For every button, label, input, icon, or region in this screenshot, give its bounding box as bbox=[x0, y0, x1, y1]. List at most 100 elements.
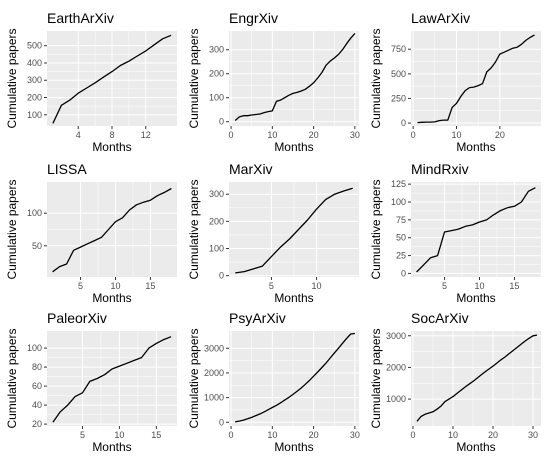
x-tick-label: 10 bbox=[114, 430, 124, 440]
facet-title: EarthArXiv bbox=[47, 10, 114, 26]
y-axis-label: Cumulative papers bbox=[369, 28, 383, 128]
y-tick-label: 100 bbox=[209, 244, 224, 254]
x-tick-label: 10 bbox=[267, 130, 277, 140]
y-tick-label: 200 bbox=[209, 216, 224, 226]
y-axis-label: Cumulative papers bbox=[187, 28, 201, 128]
x-tick-label: 12 bbox=[141, 130, 151, 140]
x-tick-label: 5 bbox=[442, 281, 447, 291]
series-line bbox=[416, 334, 538, 422]
x-axis-label: Months bbox=[92, 291, 131, 305]
facet-title: PaleorXiv bbox=[47, 310, 107, 326]
facet-title: MarXiv bbox=[229, 161, 273, 177]
y-tick-label: 300 bbox=[209, 189, 224, 199]
x-axis-label: Months bbox=[456, 440, 495, 454]
y-tick-label: 100 bbox=[391, 197, 406, 207]
x-tick-label: 15 bbox=[145, 281, 155, 291]
y-axis-label: Cumulative papers bbox=[5, 28, 19, 128]
y-tick-label: 200 bbox=[27, 93, 42, 103]
x-tick-label: 15 bbox=[509, 281, 519, 291]
y-tick-label: 3000 bbox=[386, 331, 406, 341]
y-tick-label: 100 bbox=[27, 208, 42, 218]
y-tick-label: 100 bbox=[27, 343, 42, 353]
series-line bbox=[234, 32, 356, 121]
x-tick-label: 10 bbox=[267, 430, 277, 440]
x-tick-label: 30 bbox=[528, 430, 538, 440]
panel-background bbox=[229, 331, 359, 426]
y-tick-label: 500 bbox=[391, 69, 406, 79]
x-tick-label: 20 bbox=[495, 130, 505, 140]
x-axis-label: Months bbox=[274, 140, 313, 154]
y-tick-label: 0 bbox=[401, 268, 406, 278]
facet-title: MindRxiv bbox=[411, 161, 469, 177]
y-tick-label: 3000 bbox=[204, 343, 224, 353]
y-axis-label: Cumulative papers bbox=[5, 328, 19, 428]
x-tick-label: 10 bbox=[474, 281, 484, 291]
x-axis-label: Months bbox=[92, 440, 131, 454]
series-line bbox=[52, 336, 172, 423]
series-line bbox=[235, 187, 353, 274]
panel-background bbox=[411, 31, 541, 126]
y-tick-label: 300 bbox=[27, 75, 42, 85]
y-tick-label: 100 bbox=[209, 93, 224, 103]
y-tick-label: 300 bbox=[209, 45, 224, 55]
y-tick-label: 0 bbox=[219, 117, 224, 127]
x-tick-label: 5 bbox=[80, 430, 85, 440]
y-tick-label: 0 bbox=[219, 271, 224, 281]
y-tick-label: 750 bbox=[391, 44, 406, 54]
y-tick-label: 500 bbox=[27, 41, 42, 51]
y-tick-label: 25 bbox=[396, 251, 406, 261]
y-tick-label: 75 bbox=[396, 215, 406, 225]
x-tick-label: 30 bbox=[350, 430, 360, 440]
y-tick-label: 2000 bbox=[386, 362, 406, 372]
x-axis-label: Months bbox=[456, 140, 495, 154]
x-tick-label: 8 bbox=[109, 130, 114, 140]
x-tick-label: 20 bbox=[309, 130, 319, 140]
facet-title: PsyArXiv bbox=[229, 310, 286, 326]
y-axis-label: Cumulative papers bbox=[187, 328, 201, 428]
y-tick-label: 20 bbox=[32, 419, 42, 429]
y-tick-label: 2000 bbox=[204, 368, 224, 378]
y-axis-label: Cumulative papers bbox=[369, 328, 383, 428]
y-tick-label: 50 bbox=[396, 233, 406, 243]
series-line bbox=[417, 34, 535, 124]
x-tick-label: 20 bbox=[488, 430, 498, 440]
facet-title: LawArXiv bbox=[411, 10, 470, 26]
y-tick-label: 250 bbox=[391, 93, 406, 103]
x-tick-label: 0 bbox=[229, 430, 234, 440]
x-axis-label: Months bbox=[456, 291, 495, 305]
x-tick-label: 10 bbox=[110, 281, 120, 291]
y-tick-label: 400 bbox=[27, 58, 42, 68]
y-axis-label: Cumulative papers bbox=[5, 179, 19, 279]
x-tick-label: 10 bbox=[312, 281, 322, 291]
y-tick-label: 50 bbox=[32, 241, 42, 251]
facet-title: LISSA bbox=[47, 161, 87, 177]
y-axis-label: Cumulative papers bbox=[187, 179, 201, 279]
x-axis-label: Months bbox=[92, 140, 131, 154]
y-tick-label: 200 bbox=[209, 69, 224, 79]
panel-background bbox=[47, 331, 177, 426]
y-tick-label: 80 bbox=[32, 362, 42, 372]
x-tick-label: 4 bbox=[76, 130, 81, 140]
x-tick-label: 0 bbox=[411, 130, 416, 140]
facet-title: SocArXiv bbox=[411, 310, 469, 326]
series-line bbox=[416, 187, 536, 273]
series-line bbox=[235, 332, 355, 423]
y-tick-label: 125 bbox=[391, 179, 406, 189]
y-tick-label: 100 bbox=[27, 110, 42, 120]
x-axis-label: Months bbox=[274, 291, 313, 305]
series-line bbox=[52, 34, 172, 124]
x-tick-label: 5 bbox=[78, 281, 83, 291]
x-tick-label: 10 bbox=[451, 130, 461, 140]
facet-title: EngrXiv bbox=[229, 10, 278, 26]
y-tick-label: 0 bbox=[401, 118, 406, 128]
panel-background bbox=[229, 31, 359, 126]
series-line bbox=[52, 187, 172, 273]
x-axis-label: Months bbox=[274, 440, 313, 454]
x-tick-label: 10 bbox=[448, 430, 458, 440]
x-tick-label: 5 bbox=[269, 281, 274, 291]
x-tick-label: 15 bbox=[151, 430, 161, 440]
x-tick-label: 0 bbox=[229, 130, 234, 140]
y-tick-label: 40 bbox=[32, 400, 42, 410]
y-tick-label: 1000 bbox=[204, 393, 224, 403]
